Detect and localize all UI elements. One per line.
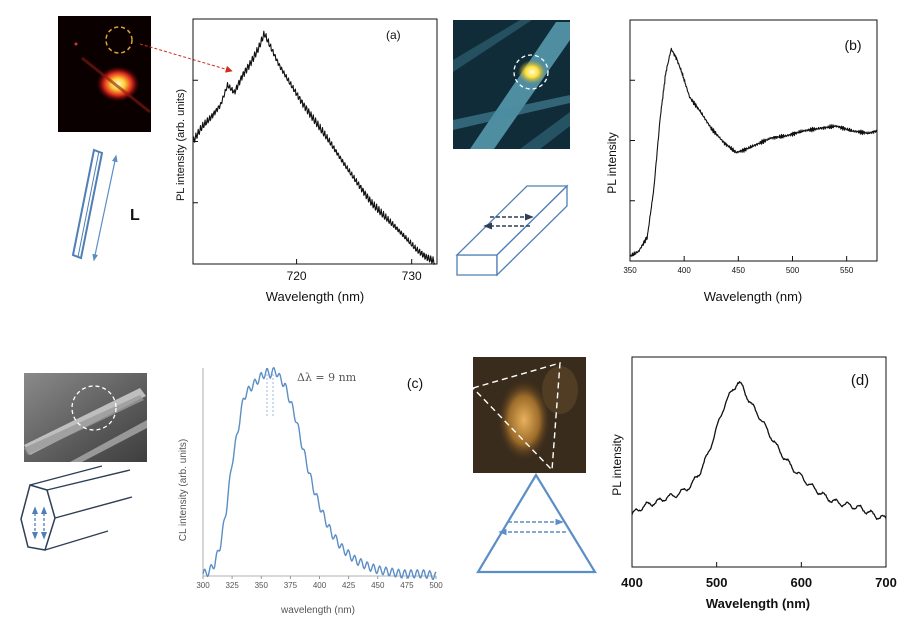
panel_c-series-0-line: [202, 366, 437, 581]
panel_c-xtick-label: 500: [429, 581, 443, 590]
panel_b-xtick-label: 350: [623, 266, 637, 275]
panel-a-plot-frame: [192, 18, 438, 265]
panel_c-xtick-label: 325: [225, 581, 239, 590]
panel_b-xtick-label: 450: [732, 266, 746, 275]
panel_c-xtick-label: 450: [371, 581, 385, 590]
panel_c-xtick-label: 350: [255, 581, 269, 590]
panel-b-plot-frame: [629, 19, 878, 262]
panel_b-xtick-label: 500: [786, 266, 800, 275]
panel-d-micrograph: [472, 357, 586, 473]
panel-a-tag: (a): [386, 28, 401, 42]
panel_c-xtick-label: 300: [196, 581, 210, 590]
panel-a-length-label: L: [130, 207, 140, 224]
panel-b-micrograph-group: [453, 20, 570, 277]
panel_c-xtick-label: 400: [313, 581, 327, 590]
panel-c-sem-image: [24, 373, 147, 462]
panel-b-micrograph: [453, 20, 570, 149]
panel_d-xtick-label: 400: [621, 575, 643, 590]
panel-d-triangle-schematic: [476, 472, 597, 574]
panel-a-xlabel: Wavelength (nm): [266, 289, 365, 304]
panel-c-tag: (c): [407, 375, 423, 391]
panel_d-xtick-label: 600: [790, 575, 812, 590]
panel_d-xtick-label: 700: [875, 575, 897, 590]
panel-b-box-schematic: [455, 184, 569, 277]
panel-a-red-arrow: [139, 43, 233, 73]
panel-d-xlabel: Wavelength (nm): [706, 596, 810, 611]
panel-d-micrograph-group: [472, 357, 597, 574]
panel-b-ylabel: PL intensity: [605, 132, 619, 194]
panel-a-ylabel: PL intensity (arb. units): [175, 89, 187, 201]
panel-a-wire-schematic: L: [71, 148, 140, 262]
panel_d-xtick-label: 500: [706, 575, 728, 590]
panel-c-xlabel: wavelength (nm): [280, 605, 355, 616]
panel-c-ylabel: CL intensity (arb. units): [178, 439, 189, 541]
panel-c-chart: (c) Δλ = 9 nm wavelength (nm) CL intensi…: [178, 366, 443, 616]
panel-b-chart: (b) Wavelength (nm) PL intensity 350 400 4…: [605, 19, 878, 304]
panel_c-xtick-label: 425: [342, 581, 356, 590]
panel-a-circle-marker: [105, 26, 133, 54]
panel-b-xlabel: Wavelength (nm): [704, 289, 803, 304]
panel_b-xtick-label: 400: [677, 266, 691, 275]
panel_c-xtick-label: 475: [400, 581, 414, 590]
panel-d-ylabel: PL intensity: [610, 434, 624, 496]
panel-c-annotation: Δλ = 9 nm: [297, 371, 357, 384]
panel-d-chart: (d) Wavelength (nm) PL intensity 400 500 6…: [610, 356, 897, 611]
panel-a-chart: (a) Wavelength (nm) PL intensity (arb. u…: [175, 18, 438, 304]
panel-a-micrograph: [58, 16, 151, 132]
panel-b-tag: (b): [844, 37, 861, 53]
panel-a: L (a) Wavelength (nm) PL intensity (arb.…: [58, 16, 438, 304]
panel_d-series-0-line: [631, 381, 887, 520]
panel-d-tag: (d): [851, 372, 869, 389]
panel-c-hexagon-schematic: [20, 465, 133, 551]
panel_a-series-0-line: [192, 30, 436, 265]
panel-d-plot-frame: [631, 356, 887, 568]
panel_c-xtick-label: 375: [284, 581, 298, 590]
panel_b-series-0-line: [629, 47, 878, 257]
panel-c: (c) Δλ = 9 nm wavelength (nm) CL intensi…: [20, 366, 443, 616]
panel_b-xtick-label: 550: [840, 266, 854, 275]
panel_a-xtick-label: 720: [287, 269, 307, 283]
panel_a-xtick-label: 730: [402, 269, 422, 283]
